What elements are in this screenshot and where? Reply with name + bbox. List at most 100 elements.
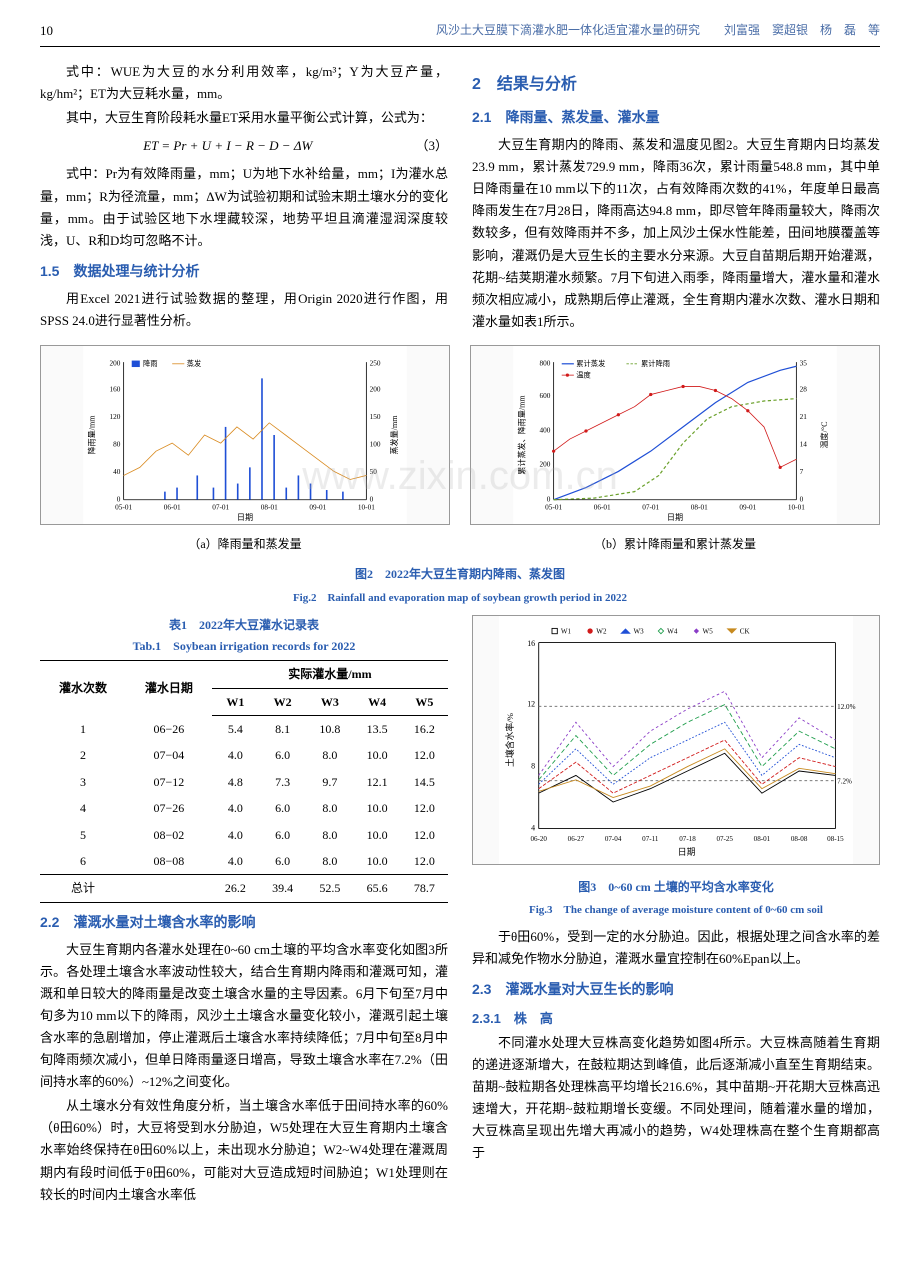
heading-2: 2 结果与分析 xyxy=(472,71,880,98)
left-column-bottom: 表1 2022年大豆灌水记录表 Tab.1 Soybean irrigation… xyxy=(40,615,448,1207)
fig2a-caption: （a）降雨量和蒸发量 xyxy=(40,534,450,554)
chart-2b: 0200400600800 0714212835 05-0106-0107-01… xyxy=(470,345,880,525)
svg-text:200: 200 xyxy=(370,385,381,393)
svg-text:7.2%: 7.2% xyxy=(837,778,852,786)
svg-text:07-18: 07-18 xyxy=(679,835,696,843)
svg-text:8: 8 xyxy=(531,762,535,771)
svg-text:累计降雨: 累计降雨 xyxy=(641,359,670,368)
svg-text:0: 0 xyxy=(800,495,804,503)
equation-3: ET = Pr + U + I − R − D − ΔW （3） xyxy=(40,135,448,157)
svg-text:降雨量/mm: 降雨量/mm xyxy=(87,415,97,455)
fig3-caption-cn: 图3 0~60 cm 土壤的平均含水率变化 xyxy=(472,877,880,897)
para: 不同灌水处理大豆株高变化趋势如图4所示。大豆株高随着生育期的递进逐渐增大，在鼓粒… xyxy=(472,1032,880,1165)
figure-2: 0 40 80 120 160 200 0 50 100 150 200 250 05-01 06-0… xyxy=(40,345,880,608)
svg-text:07-01: 07-01 xyxy=(212,503,229,511)
svg-text:降雨: 降雨 xyxy=(143,359,158,368)
svg-text:06-27: 06-27 xyxy=(568,835,585,843)
svg-text:累计蒸发、降雨量/mm: 累计蒸发、降雨量/mm xyxy=(517,394,527,474)
svg-text:土壤含水率/%: 土壤含水率/% xyxy=(504,713,515,768)
svg-text:W4: W4 xyxy=(667,628,678,636)
para: 用Excel 2021进行试验数据的整理，用Origin 2020进行作图，用S… xyxy=(40,288,448,332)
svg-text:150: 150 xyxy=(370,413,381,421)
para: 从土壤水分有效性角度分析，当土壤含水率低于田间持水率的60%（θ田60%）时，大… xyxy=(40,1095,448,1205)
svg-text:W1: W1 xyxy=(561,628,572,636)
svg-text:06-20: 06-20 xyxy=(530,835,547,843)
svg-text:06-01: 06-01 xyxy=(164,503,181,511)
para: 其中，大豆生育阶段耗水量ET采用水量平衡公式计算，公式为： xyxy=(40,107,448,129)
svg-text:35: 35 xyxy=(800,359,808,367)
svg-text:120: 120 xyxy=(109,413,120,421)
svg-text:07-11: 07-11 xyxy=(642,835,659,843)
svg-text:16: 16 xyxy=(527,640,535,649)
running-title: 风沙土大豆膜下滴灌水肥一体化适宜灌水量的研究 刘富强 窦超银 杨 磊 等 xyxy=(436,20,880,42)
svg-text:80: 80 xyxy=(113,440,121,448)
svg-text:07-01: 07-01 xyxy=(642,503,659,511)
svg-text:50: 50 xyxy=(370,468,378,476)
svg-text:05-01: 05-01 xyxy=(545,503,562,511)
svg-text:日期: 日期 xyxy=(237,513,253,522)
svg-text:7: 7 xyxy=(800,468,804,476)
fig2-caption-en: Fig.2 Rainfall and evaporation map of so… xyxy=(40,589,880,608)
svg-text:06-01: 06-01 xyxy=(594,503,611,511)
svg-text:400: 400 xyxy=(539,426,550,434)
fig2b-caption: （b）累计降雨量和累计蒸发量 xyxy=(470,534,880,554)
para: 大豆生育期内各灌水处理在0~60 cm土壤的平均含水率变化如图3所示。各处理土壤… xyxy=(40,939,448,1094)
svg-text:07-04: 07-04 xyxy=(605,835,622,843)
page-header: 10 风沙土大豆膜下滴灌水肥一体化适宜灌水量的研究 刘富强 窦超银 杨 磊 等 xyxy=(40,20,880,47)
table-1: 灌水次数 灌水日期 实际灌水量/mm W1 W2 W3 W4 W5 106−26… xyxy=(40,660,448,903)
svg-text:08-01: 08-01 xyxy=(691,503,708,511)
svg-text:累计蒸发: 累计蒸发 xyxy=(576,359,605,368)
svg-text:日期: 日期 xyxy=(667,513,683,522)
svg-text:21: 21 xyxy=(800,413,808,421)
svg-text:12.0%: 12.0% xyxy=(837,703,855,711)
heading-2-2: 2.2 灌溉水量对土壤含水率的影响 xyxy=(40,911,448,935)
svg-text:CK: CK xyxy=(740,628,751,636)
heading-2-3: 2.3 灌溉水量对大豆生长的影响 xyxy=(472,978,880,1002)
svg-text:温度: 温度 xyxy=(576,370,591,379)
right-column-top: 2 结果与分析 2.1 降雨量、蒸发量、灌水量 大豆生育期内的降雨、蒸发和温度见… xyxy=(472,61,880,335)
svg-text:09-01: 09-01 xyxy=(739,503,756,511)
svg-text:0: 0 xyxy=(547,495,551,503)
heading-2-3-1: 2.3.1 株 高 xyxy=(472,1008,880,1030)
svg-text:200: 200 xyxy=(539,460,550,468)
svg-text:日期: 日期 xyxy=(678,848,696,858)
heading-2-1: 2.1 降雨量、蒸发量、灌水量 xyxy=(472,106,880,130)
svg-text:800: 800 xyxy=(539,359,550,367)
svg-text:温度/°C: 温度/°C xyxy=(819,421,829,448)
svg-text:蒸发: 蒸发 xyxy=(187,359,202,368)
svg-text:600: 600 xyxy=(539,392,550,400)
svg-text:07-25: 07-25 xyxy=(716,835,733,843)
svg-text:40: 40 xyxy=(113,468,121,476)
fig2-caption-cn: 图2 2022年大豆生育期内降雨、蒸发图 xyxy=(40,564,880,584)
svg-text:28: 28 xyxy=(800,385,808,393)
svg-text:08-08: 08-08 xyxy=(791,835,808,843)
svg-text:200: 200 xyxy=(109,359,120,367)
svg-text:08-01: 08-01 xyxy=(754,835,771,843)
chart-3: 4 8 12 16 土壤含水率/% 06-20 06-27 07-04 07-11 07-18… xyxy=(472,615,880,865)
svg-text:100: 100 xyxy=(370,440,381,448)
svg-text:12: 12 xyxy=(527,700,535,709)
svg-text:08-15: 08-15 xyxy=(827,835,844,843)
svg-text:W2: W2 xyxy=(596,628,607,636)
svg-text:08-01: 08-01 xyxy=(261,503,278,511)
fig3-caption-en: Fig.3 The change of average moisture con… xyxy=(472,901,880,920)
svg-text:0: 0 xyxy=(370,495,374,503)
table1-caption-en: Tab.1 Soybean irrigation records for 202… xyxy=(40,636,448,656)
para: 式中：WUE为大豆的水分利用效率，kg/m³；Y为大豆产量，kg/hm²；ET为… xyxy=(40,61,448,105)
svg-text:W3: W3 xyxy=(633,628,644,636)
heading-1-5: 1.5 数据处理与统计分析 xyxy=(40,260,448,284)
svg-text:蒸发量/mm: 蒸发量/mm xyxy=(389,415,399,455)
para: 于θ田60%，受到一定的水分胁迫。因此，根据处理之间含水率的差异和减免作物水分胁… xyxy=(472,926,880,970)
svg-text:4: 4 xyxy=(531,824,535,833)
left-column-top: 式中：WUE为大豆的水分利用效率，kg/m³；Y为大豆产量，kg/hm²；ET为… xyxy=(40,61,448,335)
svg-text:160: 160 xyxy=(109,385,120,393)
svg-text:10-01: 10-01 xyxy=(358,503,375,511)
svg-text:0: 0 xyxy=(117,495,121,503)
svg-text:05-01: 05-01 xyxy=(115,503,132,511)
svg-text:250: 250 xyxy=(370,359,381,367)
para: 大豆生育期内的降雨、蒸发和温度见图2。大豆生育期内日均蒸发23.9 mm，累计蒸… xyxy=(472,134,880,333)
svg-text:09-01: 09-01 xyxy=(309,503,326,511)
page-number: 10 xyxy=(40,20,53,42)
chart-2a: 0 40 80 120 160 200 0 50 100 150 200 250 05-01 06-0… xyxy=(40,345,450,525)
right-column-bottom: 4 8 12 16 土壤含水率/% 06-20 06-27 07-04 07-11 07-18… xyxy=(472,615,880,1207)
